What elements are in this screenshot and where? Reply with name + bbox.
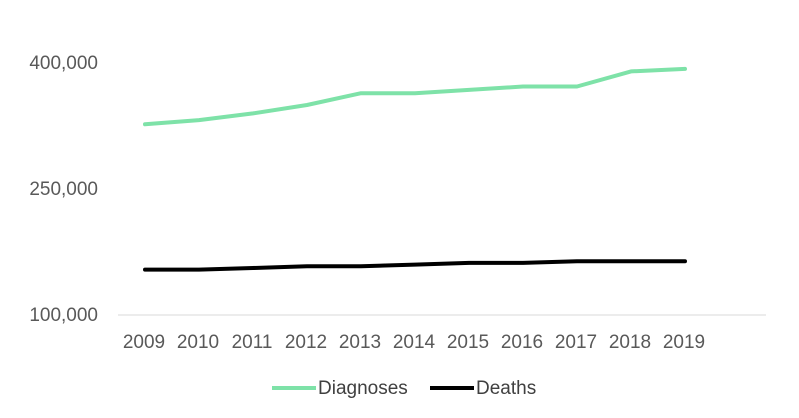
x-tick-label: 2014: [393, 332, 436, 353]
x-tick-label: 2011: [232, 332, 273, 353]
x-axis-tick-labels: 2009 2010 2011 2012 2013 2014 2015 2016 2017 2018…: [123, 332, 705, 353]
legend-label-diagnoses: Diagnoses: [318, 378, 408, 399]
legend-label-deaths: Deaths: [476, 378, 536, 399]
x-tick-label: 2016: [501, 332, 543, 353]
y-tick-label: 400,000: [29, 53, 98, 74]
series-line-deaths: [143, 259, 687, 272]
legend: Diagnoses Deaths: [272, 378, 536, 399]
x-tick-label: 2009: [123, 332, 165, 353]
x-tick-label: 2019: [663, 332, 705, 353]
series-lines: [143, 66, 687, 272]
x-tick-label: 2017: [555, 332, 597, 353]
y-axis-tick-labels: 100,000 250,000 400,000: [29, 53, 98, 326]
x-tick-label: 2012: [285, 332, 327, 353]
x-tick-label: 2018: [609, 332, 651, 353]
y-tick-label: 100,000: [29, 305, 98, 326]
series-line-diagnoses: [143, 66, 687, 127]
x-tick-label: 2010: [177, 332, 219, 353]
y-tick-label: 250,000: [29, 179, 98, 200]
x-tick-label: 2015: [447, 332, 489, 353]
x-tick-label: 2013: [339, 332, 381, 353]
